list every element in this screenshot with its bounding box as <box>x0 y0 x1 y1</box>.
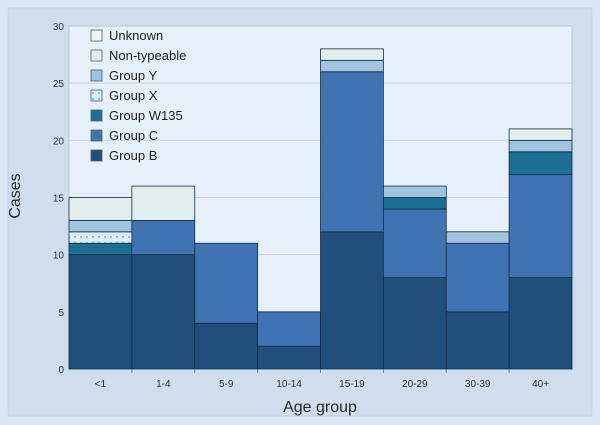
bar-segment-group-w135-40- <box>508 151 573 176</box>
legend: Unknown Non-typeable Group Y Group X Group W… <box>90 28 186 163</box>
legend-swatch-group-b <box>90 149 103 162</box>
legend-label-group-y: Group Y <box>109 68 158 83</box>
y-tick-label: 0 <box>58 365 64 376</box>
x-tick-label: 1-4 <box>156 379 171 390</box>
bar-segment-group-b-15-19 <box>320 231 384 370</box>
bar-segment-group-b--1 <box>68 254 133 370</box>
y-axis-title: Cases <box>7 173 24 218</box>
bar-segment-group-b-5-9 <box>194 322 259 370</box>
bar-segment-non-typeable--1 <box>68 197 133 221</box>
bar-segment-group-y--1 <box>68 219 133 233</box>
x-tick-label: 40+ <box>532 379 549 390</box>
x-tick-label: 15-19 <box>339 379 365 390</box>
bar-segment-group-c-5-9 <box>194 242 259 324</box>
legend-label-group-b: Group B <box>109 148 157 163</box>
bar-segment-group-b-10-14 <box>257 345 321 370</box>
legend-swatch-unknown <box>90 29 103 42</box>
x-axis-ticks: <1 1-4 5-9 10-14 15-19 20-29 30-39 40+ <box>95 369 549 390</box>
bar-segment-group-b-40- <box>508 277 573 370</box>
legend-label-group-c: Group C <box>109 128 158 143</box>
bar-segment-group-c-30-39 <box>445 242 510 313</box>
bar-segment-non-typeable-1-4 <box>131 185 196 221</box>
bar-segment-group-y-20-29 <box>382 185 447 198</box>
legend-label-group-x: Group X <box>109 88 158 103</box>
bar-segment-group-c-10-14 <box>257 311 321 347</box>
bar-segment-non-typeable-15-19 <box>320 48 384 61</box>
legend-swatch-group-y <box>90 69 103 82</box>
legend-swatch-group-x <box>90 89 103 102</box>
y-tick-label: 20 <box>53 136 65 147</box>
bar-segment-group-y-40- <box>508 139 573 153</box>
x-tick-label: 10-14 <box>276 379 302 390</box>
bar-segment-group-c-40- <box>508 174 573 278</box>
bar-segment-group-c-15-19 <box>320 71 384 233</box>
y-tick-label: 30 <box>53 22 65 33</box>
bar-segment-group-x--1 <box>68 231 133 244</box>
y-tick-label: 10 <box>53 251 65 262</box>
bar-segment-group-b-1-4 <box>131 254 196 370</box>
bar-segment-group-b-20-29 <box>382 277 447 370</box>
bar-segment-group-b-30-39 <box>445 311 510 370</box>
bar-segment-group-y-15-19 <box>320 59 384 73</box>
legend-label-unknown: Unknown <box>109 28 163 43</box>
legend-swatch-group-w135 <box>90 109 103 122</box>
y-tick-label: 15 <box>53 194 65 205</box>
bar-segment-group-c-1-4 <box>131 219 196 256</box>
bar-segment-group-w135--1 <box>68 242 133 256</box>
y-tick-label: 5 <box>58 308 64 319</box>
x-tick-label: 30-39 <box>465 379 491 390</box>
x-tick-label: 20-29 <box>402 379 428 390</box>
x-axis-title: Age group <box>283 399 357 416</box>
x-tick-label: 5-9 <box>219 379 234 390</box>
bar-segment-group-y-30-39 <box>445 231 510 244</box>
bar-segment-group-c-20-29 <box>382 208 447 278</box>
x-tick-label: <1 <box>95 379 107 390</box>
y-tick-label: 25 <box>53 79 65 90</box>
y-axis-ticks: 0 5 10 15 20 25 30 <box>53 22 65 376</box>
legend-label-non-typeable: Non-typeable <box>109 48 186 63</box>
legend-swatch-non-typeable <box>90 49 103 62</box>
legend-label-group-w135: Group W135 <box>109 108 183 123</box>
bar-segment-non-typeable-40- <box>508 128 573 141</box>
legend-swatch-group-c <box>90 129 103 142</box>
bar-segment-group-w135-20-29 <box>382 197 447 210</box>
bars-layer <box>68 48 573 370</box>
